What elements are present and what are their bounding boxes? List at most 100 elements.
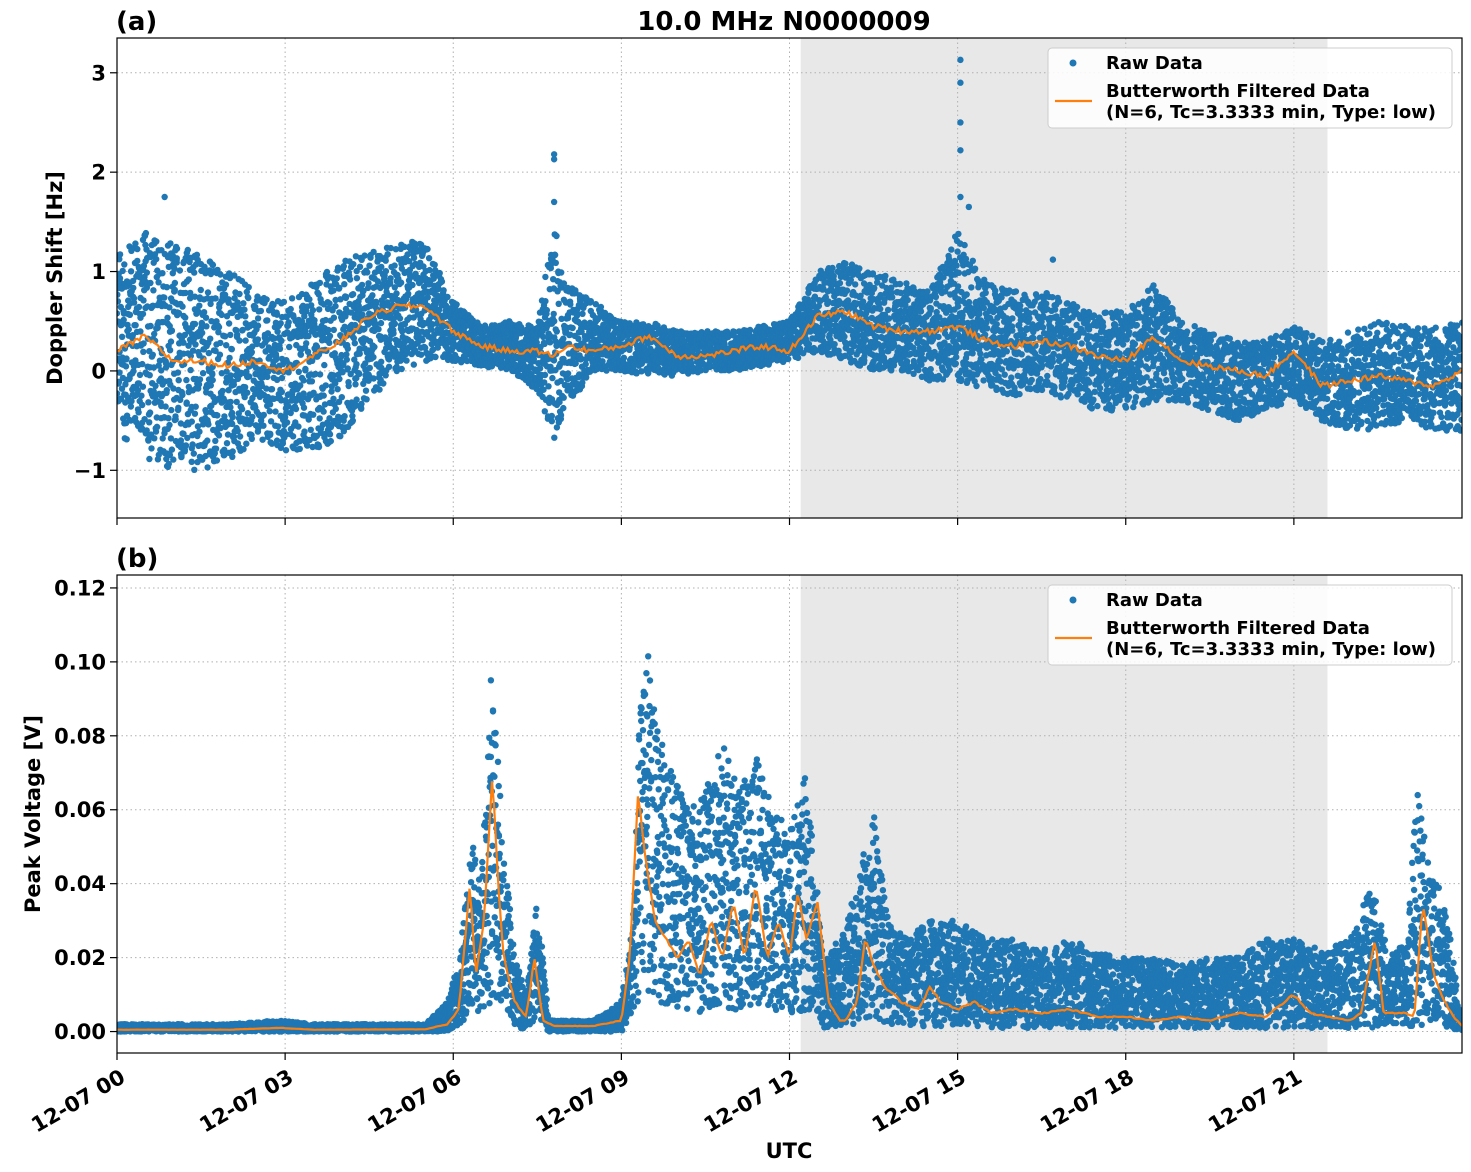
raw-data-point xyxy=(150,287,157,294)
raw-data-point xyxy=(153,255,160,263)
raw-data-point xyxy=(184,246,191,254)
raw-data-point xyxy=(785,355,792,363)
raw-data-point xyxy=(267,418,275,425)
raw-data-point xyxy=(191,320,199,328)
raw-data-point xyxy=(326,415,333,422)
raw-data-point xyxy=(453,301,460,308)
raw-data-point xyxy=(260,422,267,429)
raw-data-point xyxy=(278,337,285,344)
raw-data-point xyxy=(852,281,859,288)
raw-data-point xyxy=(829,264,836,272)
raw-data-point xyxy=(572,360,579,367)
raw-data-point xyxy=(118,385,126,392)
raw-data-point xyxy=(365,280,372,287)
raw-data-point xyxy=(240,446,247,453)
raw-data-point xyxy=(295,368,302,375)
raw-data-point xyxy=(536,365,544,372)
raw-data-point xyxy=(346,276,354,283)
raw-data-point xyxy=(313,343,321,350)
raw-data-point xyxy=(134,387,142,394)
raw-data-point xyxy=(422,344,429,352)
raw-data-point xyxy=(207,335,214,342)
raw-data-point xyxy=(349,291,357,298)
raw-data-point xyxy=(372,298,380,305)
raw-data-point xyxy=(302,328,309,335)
raw-data-point xyxy=(196,376,204,383)
raw-data-point xyxy=(836,279,844,287)
raw-data-point xyxy=(954,283,962,290)
raw-data-point xyxy=(190,450,197,457)
raw-data-point xyxy=(958,375,965,383)
raw-data-point xyxy=(212,347,219,355)
raw-data-point xyxy=(344,365,351,372)
raw-data-point xyxy=(132,240,139,247)
raw-data-point xyxy=(270,301,277,309)
raw-data-point xyxy=(424,294,431,301)
raw-data-point xyxy=(351,340,358,347)
raw-data-point xyxy=(218,370,225,377)
raw-data-point xyxy=(356,370,363,378)
raw-data-point xyxy=(155,279,162,286)
raw-data-point xyxy=(224,431,232,438)
raw-data-point xyxy=(356,350,363,357)
raw-data-point xyxy=(896,280,904,288)
raw-data-point xyxy=(229,448,236,455)
raw-data-point xyxy=(542,298,549,305)
raw-data-point xyxy=(372,320,380,328)
raw-data-point xyxy=(227,404,234,411)
raw-data-point xyxy=(387,244,394,252)
raw-data-point xyxy=(233,398,240,406)
raw-data-point xyxy=(310,411,317,418)
raw-data-point xyxy=(182,442,190,449)
raw-data-point xyxy=(244,389,251,396)
raw-data-point xyxy=(859,298,867,305)
raw-data-point xyxy=(954,248,961,255)
raw-data-point xyxy=(370,354,377,361)
raw-data-point xyxy=(175,309,183,317)
raw-data-point xyxy=(257,307,265,315)
raw-data-point xyxy=(268,440,276,447)
raw-data-point xyxy=(843,287,851,294)
raw-data-point xyxy=(364,269,371,276)
raw-data-point xyxy=(241,384,249,391)
raw-data-point xyxy=(142,229,150,237)
raw-data-point xyxy=(831,341,838,348)
raw-data-point xyxy=(191,293,199,300)
raw-data-point xyxy=(397,279,405,286)
raw-data-point xyxy=(620,354,628,361)
raw-data-point xyxy=(125,326,132,333)
raw-data-point xyxy=(440,287,447,294)
raw-data-point xyxy=(391,320,398,327)
raw-data-point xyxy=(599,358,606,365)
raw-data-point xyxy=(378,358,385,365)
raw-data-point xyxy=(287,305,294,313)
raw-data-point xyxy=(191,410,199,417)
raw-data-point xyxy=(889,294,896,301)
raw-data-point xyxy=(161,294,168,301)
raw-data-point xyxy=(548,418,555,425)
raw-data-point xyxy=(542,273,549,281)
raw-data-point xyxy=(243,288,250,296)
raw-data-point xyxy=(135,409,142,416)
raw-data-point xyxy=(172,416,179,423)
raw-data-point xyxy=(350,261,357,268)
raw-data-point xyxy=(927,366,934,373)
raw-data-point xyxy=(554,288,561,295)
raw-data-point xyxy=(173,245,181,252)
raw-data-point xyxy=(345,382,352,390)
raw-data-point xyxy=(417,351,425,358)
raw-data-point xyxy=(367,254,374,261)
raw-data-point xyxy=(377,319,385,327)
raw-data-point xyxy=(438,278,446,285)
raw-data-point xyxy=(203,409,210,416)
raw-data-point xyxy=(884,306,892,314)
raw-data-point xyxy=(240,300,247,307)
raw-data-point xyxy=(134,245,141,253)
raw-data-point xyxy=(168,406,175,414)
raw-data-point xyxy=(195,308,202,315)
raw-data-point xyxy=(183,376,190,384)
raw-data-point xyxy=(541,371,549,379)
raw-data-point xyxy=(173,255,180,262)
raw-data-point xyxy=(208,370,216,377)
raw-data-point xyxy=(338,394,345,401)
